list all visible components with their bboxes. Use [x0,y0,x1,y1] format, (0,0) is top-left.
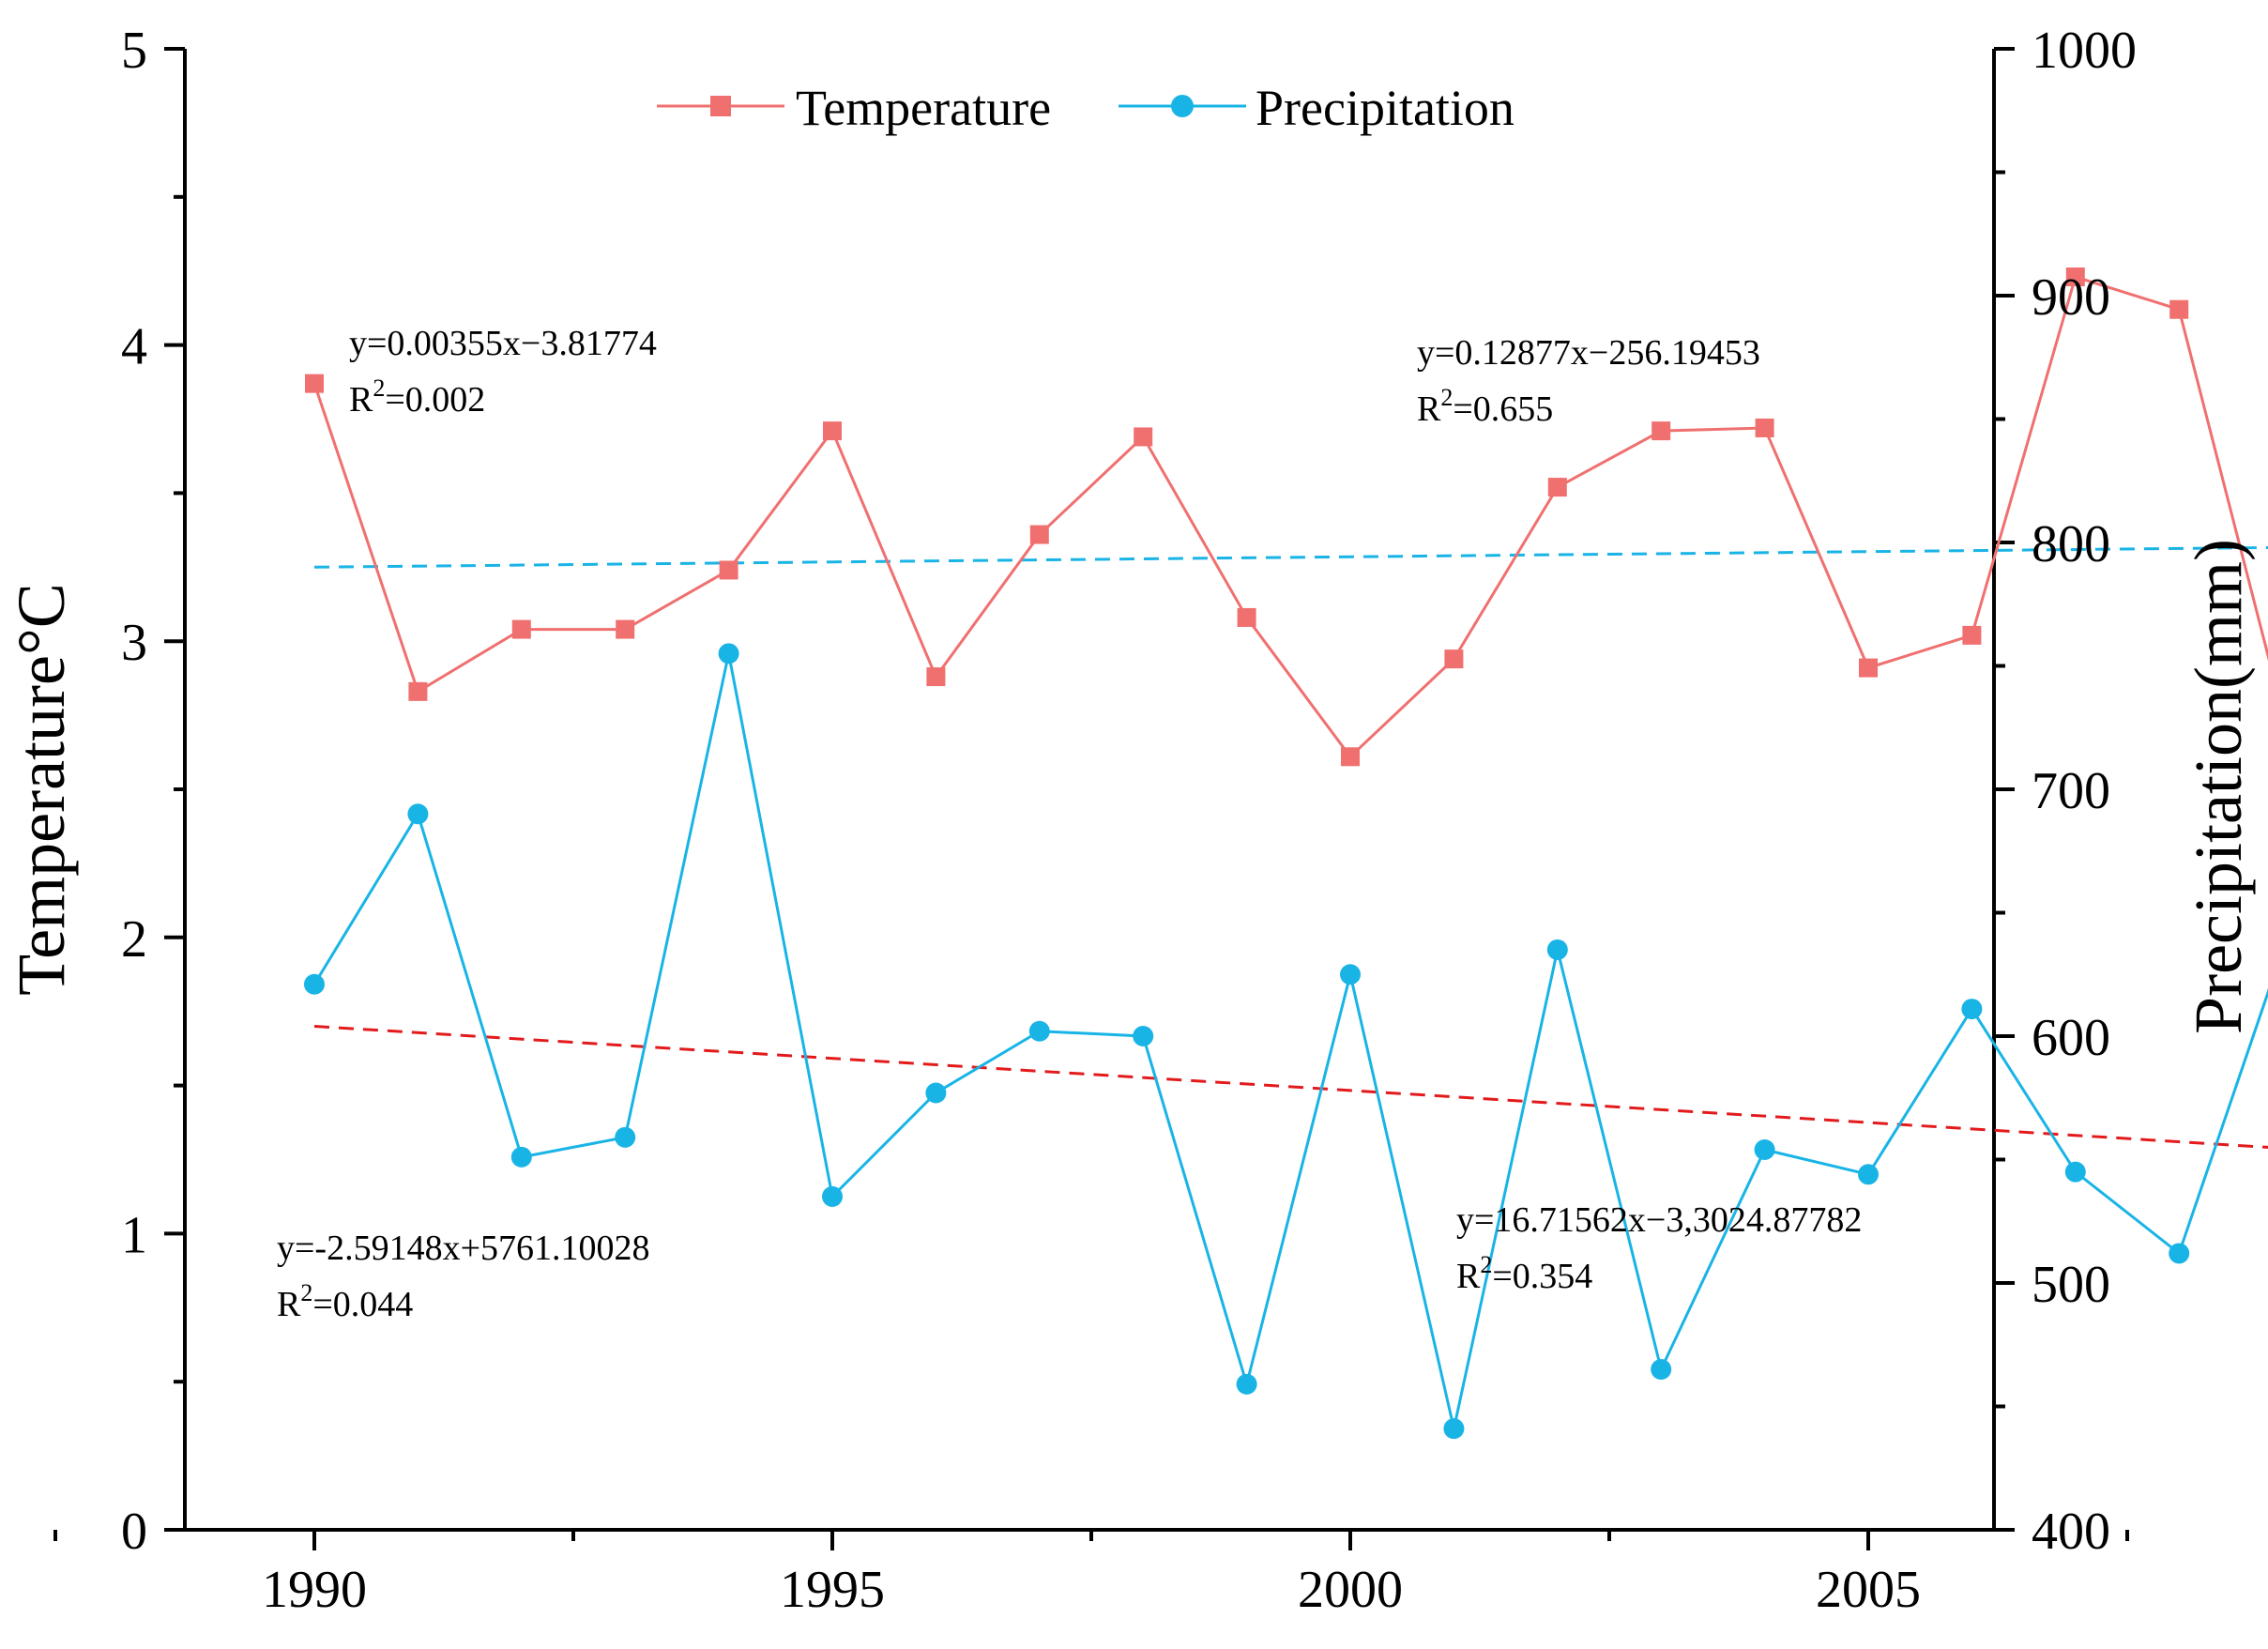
tick-labels: 0 1 2 3 4 5 400 500 600 700 800 900 1000 1990 1995 2000… [121,22,2137,1619]
precipitation-point [2064,1161,2086,1183]
r-superscript: 2 [1440,384,1453,411]
annotations: y=0.00355x−3.81774 R2=0.002 y=0.12877x−2… [277,324,1862,1324]
left-tick-label: 4 [121,318,147,376]
temperature-point [1341,747,1360,767]
temperature-point [2169,299,2189,319]
axes-frame [53,47,2129,1550]
precipitation-point [1133,1026,1154,1046]
temperature-point [1547,478,1567,497]
precipitation-point [1340,964,1361,985]
precipitation-point [1858,1164,1879,1185]
precipitation-point [1754,1138,1775,1160]
legend-precipitation-label: Precipitation [1256,80,1515,136]
precip-r2-1: R2=0.044 [277,1279,413,1324]
r-superscript: 2 [1480,1251,1492,1278]
precip-equation-2: y=16.71562x−3,3024.87782 [1456,1200,1862,1240]
x-tick-label: 1995 [780,1561,885,1619]
r-letter: R [277,1285,301,1324]
r-letter: R [349,380,373,420]
temperature-point [1444,649,1464,669]
legend: Temperature Precipitation [657,80,1515,136]
precipitation-point [2169,1243,2190,1264]
precipitation-point [1546,939,1568,960]
r-superscript: 2 [300,1279,312,1306]
trendline-temp-trend-1990-2010 [313,545,2268,569]
right-tick-label: 400 [2032,1503,2110,1561]
precipitation-point [510,1146,532,1168]
left-tick-label: 2 [121,910,147,969]
r2-value: =0.044 [312,1285,413,1324]
left-axis-title: Temperature°C [4,583,79,996]
temperature-point [823,421,842,441]
r2-value: =0.655 [1453,389,1553,429]
right-tick-label: 500 [2032,1256,2110,1314]
legend-temperature-label: Temperature [796,80,1051,136]
temperature-point [719,560,738,580]
x-tick-label: 2000 [1298,1561,1403,1619]
temp-equation-2: y=0.12877x−256.19453 [1417,333,1760,373]
temperature-point [616,619,635,639]
r-letter: R [1417,389,1441,429]
precipitation-point [925,1082,947,1104]
temperature-point [1962,625,1982,645]
precipitation-point [1961,999,1983,1020]
data-series [304,267,2268,1440]
left-tick-label: 3 [121,614,147,672]
precipitation-point [1236,1373,1257,1395]
precipitation-point [304,973,325,995]
temperature-point [2065,267,2085,287]
right-tick-label: 800 [2032,515,2110,573]
temp-r2-1: R2=0.002 [349,374,485,420]
precipitation-point [1651,1359,1672,1381]
temperature-point [1755,418,1774,437]
temperature-point [1237,607,1256,627]
left-tick-label: 0 [121,1503,147,1561]
x-tick-label: 1990 [262,1561,367,1619]
legend-temperature-marker [710,96,731,116]
temperature-point [1859,658,1878,678]
right-tick-label: 900 [2032,268,2110,327]
temperature-point [1652,421,1671,441]
legend-precipitation-marker [1171,95,1194,117]
right-axis-title: Precipitation(mm) [2181,539,2256,1034]
precipitation-point [1443,1418,1465,1440]
r-letter: R [1456,1257,1481,1296]
precipitation-point [407,803,429,825]
temp-equation-1: y=0.00355x−3.81774 [349,324,657,363]
precip-equation-1: y=-2.59148x+5761.10028 [277,1229,650,1268]
left-tick-label: 5 [121,22,147,80]
trendline-precip-trend-1990-2010 [313,1024,2268,1149]
r2-value: =0.002 [385,380,485,420]
right-tick-label: 600 [2032,1009,2110,1067]
left-tick-label: 1 [121,1206,147,1264]
precipitation-point [615,1126,636,1148]
precipitation-point [822,1185,843,1207]
temp-r2-2: R2=0.655 [1417,384,1553,429]
r2-value: =0.354 [1492,1257,1592,1296]
temperature-point [408,681,428,701]
precipitation-series-line [312,653,2268,1429]
temperature-point [511,619,531,639]
temperature-point [1029,525,1049,544]
temperature-point [926,667,946,687]
temperature-point [1134,427,1153,447]
right-tick-label: 1000 [2032,22,2137,80]
right-tick-label: 700 [2032,762,2110,820]
precipitation-point [718,643,739,664]
precip-r2-2: R2=0.354 [1456,1251,1592,1296]
x-tick-label: 2005 [1816,1561,1921,1619]
r-superscript: 2 [373,374,385,402]
precipitation-point [1028,1020,1050,1042]
trendlines [313,545,2268,1149]
temperature-point [305,374,324,393]
